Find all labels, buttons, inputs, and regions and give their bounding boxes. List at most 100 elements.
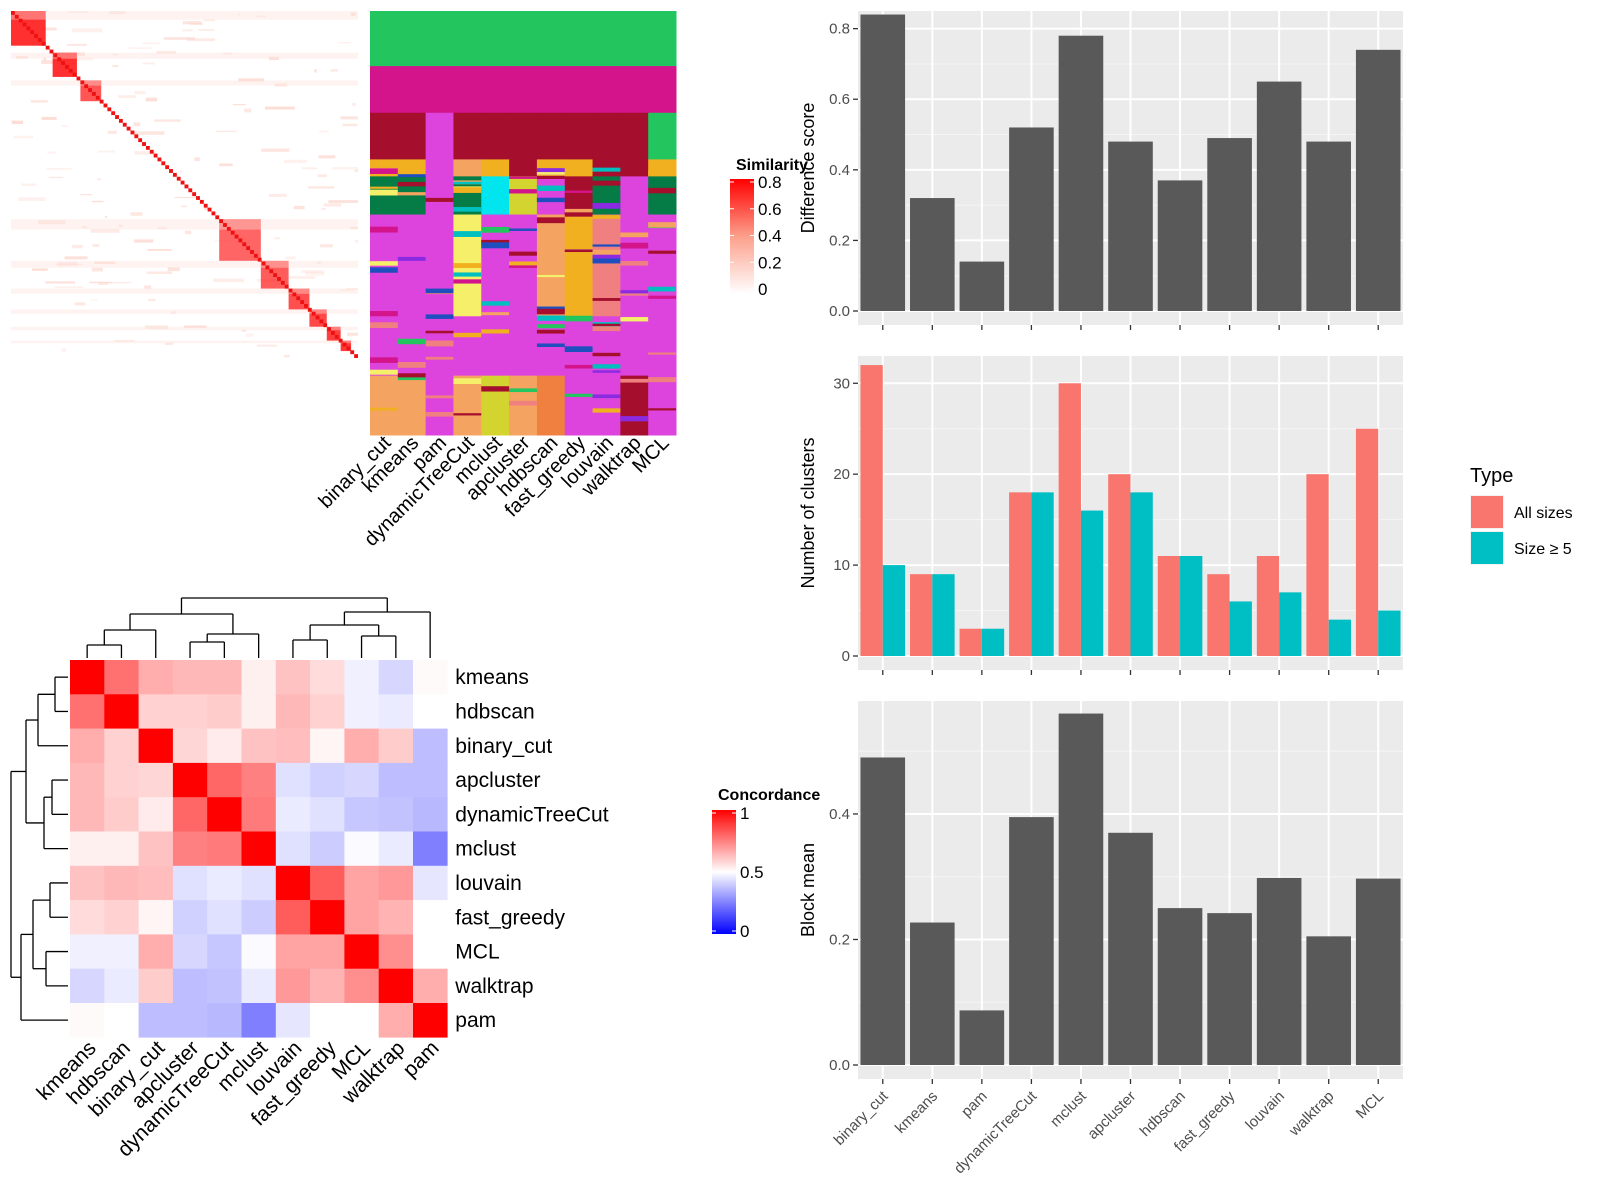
assignment-stripe — [425, 330, 454, 334]
y-tick-label: 0 — [842, 648, 850, 665]
similarity-diagonal-cell — [61, 61, 65, 65]
bar — [1207, 138, 1252, 311]
similarity-diagonal-cell — [95, 95, 100, 100]
assignment-stripe — [592, 244, 621, 247]
bar — [959, 1010, 1005, 1065]
assignment-cell — [564, 214, 594, 317]
concordance-cell — [241, 1003, 277, 1038]
concordance-cell — [104, 694, 139, 729]
similarity-texture-cell — [204, 207, 210, 210]
concordance-row-labels: kmeans hdbscan binary_cut apcluster dynamicT… — [454, 666, 608, 1032]
similarity-diagonal-cell — [76, 76, 81, 81]
bar-size-ge-5 — [981, 628, 1005, 656]
similarity-texture-cell — [157, 226, 168, 230]
assignment-stripe — [425, 314, 454, 319]
bar-all-sizes — [1256, 556, 1280, 656]
concordance-cell — [241, 797, 277, 832]
concordance-cell — [344, 694, 379, 729]
concordance-cell — [207, 728, 242, 764]
assignment-stripe — [648, 377, 676, 383]
similarity-texture-cell — [89, 281, 112, 284]
concordance-legend-title: Concordance — [718, 787, 820, 804]
assignment-stripe — [648, 352, 676, 355]
similarity-texture-cell — [90, 228, 120, 233]
assignment-stripe — [592, 352, 621, 357]
concordance-row-label: hdbscan — [455, 700, 534, 723]
assignment-cell — [620, 316, 649, 377]
assignment-stripe — [509, 251, 537, 256]
assignment-cell — [564, 375, 594, 436]
similarity-texture-cell — [30, 100, 48, 103]
type-legend-title: Type — [1470, 465, 1513, 487]
similarity-diagonal-cell — [115, 115, 119, 119]
similarity-texture-cell — [47, 151, 57, 154]
concordance-cell — [70, 694, 105, 729]
assignment-stripe — [536, 315, 565, 321]
similarity-texture-cell — [91, 200, 104, 203]
x-tick-label: kmeans — [892, 1088, 941, 1137]
concordance-row-dendrogram — [10, 676, 68, 1021]
concordance-cell — [344, 797, 379, 832]
similarity-diagonal-cell — [26, 26, 31, 31]
similarity-diagonal-cell — [230, 230, 235, 235]
assignment-stripe — [620, 242, 649, 249]
similarity-diagonal-cell — [334, 334, 339, 339]
similarity-texture-cell — [314, 69, 317, 73]
concordance-cell — [241, 900, 277, 935]
x-tick-label: mclust — [1047, 1087, 1090, 1130]
legend-entry-label: All sizes — [1514, 505, 1573, 522]
assignment-stripe — [509, 261, 537, 266]
concordance-cell — [344, 660, 379, 695]
similarity-legend-title: Similarity — [736, 157, 808, 174]
assignment-stripe — [370, 189, 398, 196]
assignment-cell — [564, 176, 594, 216]
similarity-texture-cell — [81, 226, 88, 229]
y-axis-label: Block mean — [798, 843, 818, 937]
similarity-texture-cell — [274, 237, 281, 240]
similarity-texture-cell — [156, 50, 176, 54]
concordance-cell — [310, 900, 345, 935]
similarity-texture-cell — [352, 102, 357, 107]
similarity-texture-cell — [145, 97, 158, 102]
assignment-cell — [453, 66, 482, 114]
similarity-texture-cell — [170, 311, 176, 314]
assignment-stripe — [397, 375, 426, 381]
assignment-stripe — [481, 386, 510, 392]
similarity-texture-cell — [213, 278, 245, 283]
similarity-texture-cell — [61, 348, 67, 352]
assignment-stripe — [592, 254, 621, 259]
bar — [959, 261, 1005, 311]
bar — [1108, 832, 1153, 1065]
concordance-cell — [138, 797, 174, 832]
similarity-diagonal-cell — [88, 88, 92, 92]
assignment-cell — [648, 66, 677, 114]
similarity-texture-cell — [104, 216, 108, 218]
concordance-legend-tick-label: 0 — [740, 922, 749, 941]
bar-all-sizes — [959, 628, 982, 656]
similarity-texture-cell — [91, 267, 103, 272]
concordance-cell — [104, 660, 139, 695]
assignment-cell — [620, 214, 649, 317]
bar-size-ge-5 — [1080, 510, 1104, 656]
similarity-texture-cell — [48, 176, 64, 178]
assignment-stripe — [620, 416, 649, 422]
similarity-diagonal-cell — [304, 304, 308, 308]
assignment-cell — [481, 176, 510, 216]
concordance-cell — [172, 1003, 208, 1038]
concordance-cell — [275, 968, 311, 1004]
concordance-cell — [104, 900, 139, 935]
assignment-stripe — [370, 168, 398, 175]
assignment-cell — [397, 159, 427, 177]
similarity-diagonal-cell — [342, 342, 347, 347]
similarity-texture-cell — [32, 268, 48, 271]
concordance-cell — [207, 934, 242, 969]
assignment-cell — [370, 375, 399, 436]
bar — [1108, 141, 1153, 311]
assignment-stripe — [536, 308, 565, 315]
assignment-cell — [481, 66, 510, 114]
similarity-diagonal-cell — [111, 111, 116, 116]
similarity-texture-cell — [146, 271, 173, 274]
similarity-texture-cell — [268, 56, 279, 61]
assignment-stripe — [370, 357, 398, 363]
similarity-diagonal-cell — [203, 203, 208, 208]
